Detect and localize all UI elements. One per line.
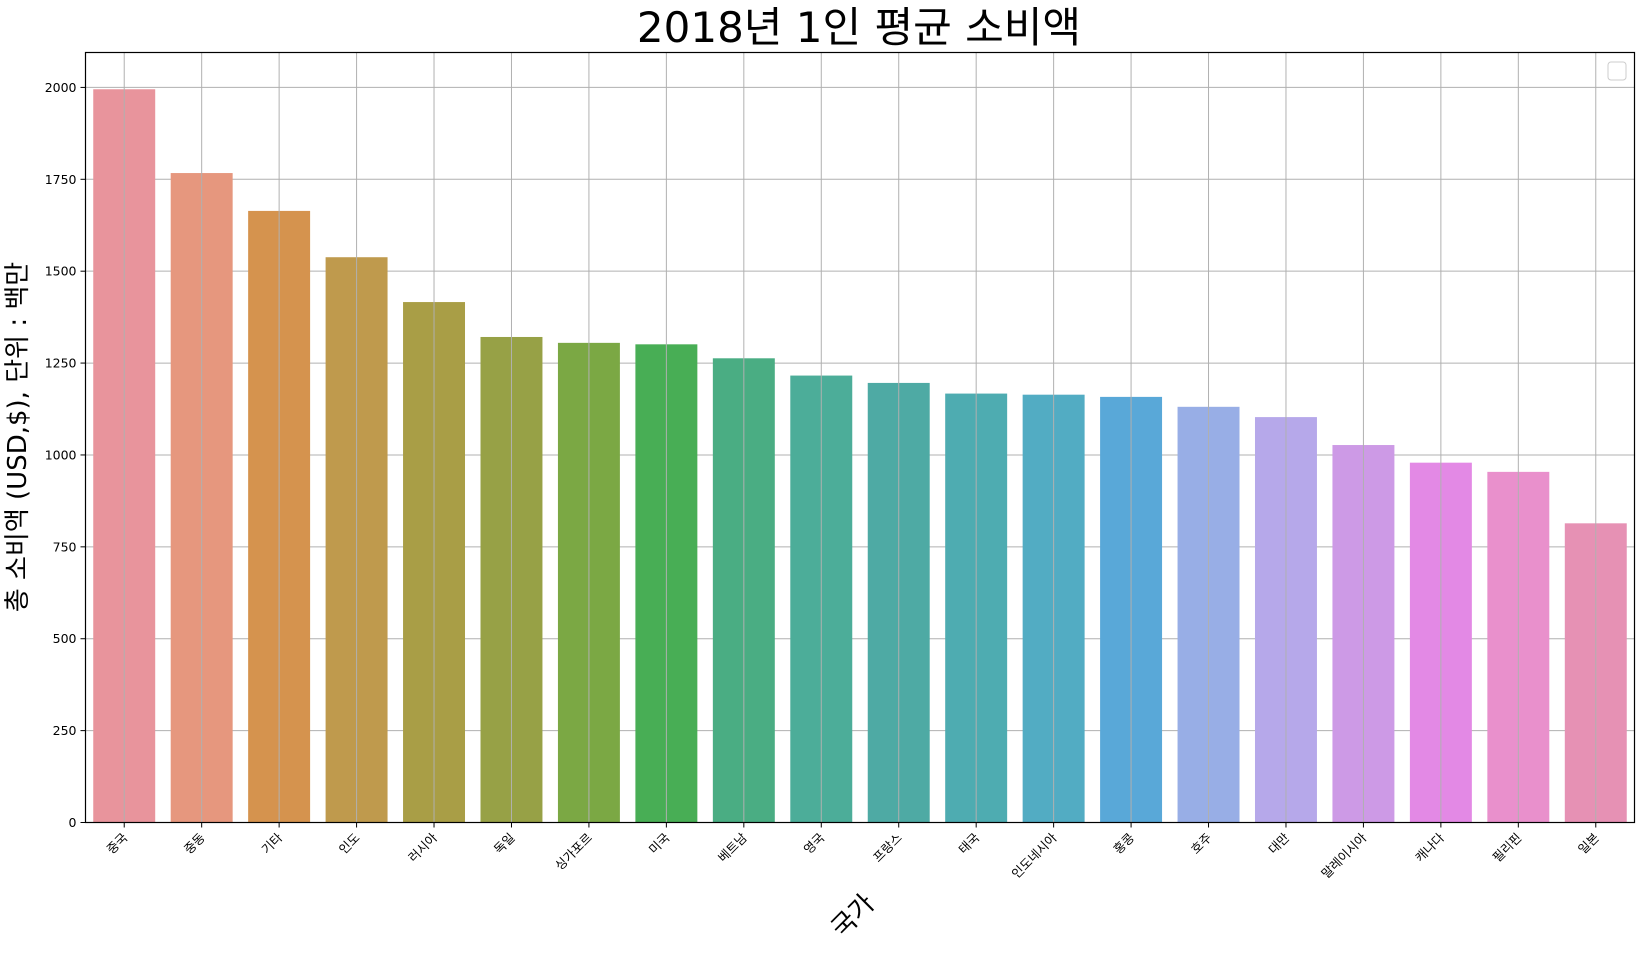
y-tick-label: 750: [53, 539, 77, 554]
y-tick-label: 2000: [45, 80, 77, 95]
x-tick-label: 캐나다: [1412, 830, 1447, 865]
plot-frame: [84, 51, 1636, 824]
x-tick-label: 기타: [258, 830, 285, 857]
x-tick-label: 인도네시아: [1008, 830, 1060, 882]
y-tick-label: 250: [53, 723, 77, 738]
x-tick-label: 중동: [181, 830, 208, 857]
x-tick-label: 싱가포르: [552, 830, 595, 873]
x-tick-label: 영국: [801, 830, 828, 857]
x-tick-label: 일본: [1575, 830, 1602, 857]
x-tick-label: 미국: [646, 830, 673, 857]
x-tick-label: 호주: [1188, 830, 1215, 857]
bars-layer: [93, 89, 1627, 823]
y-tick-label: 1750: [45, 172, 77, 187]
legend-box: [1607, 61, 1627, 81]
x-tick-label: 말레이시아: [1318, 830, 1370, 882]
chart-title: 2018년 1인 평균 소비액: [637, 3, 1081, 52]
y-tick-label: 1500: [45, 264, 77, 279]
y-axis: 0 250 500 750 1000 1250 1500 1750 2000: [45, 80, 86, 830]
y-axis-label: 총 소비액 (USD,$), 단위 : 백만: [3, 262, 33, 612]
x-axis: 중국 중동 기타 인도 러시아 독일 싱가포르 미국 베트남 영국 프랑스 태국 인도네시아 홍콩 호주 대만…: [103, 822, 1602, 882]
grid-over-layer: [123, 52, 1597, 823]
x-tick-label: 독일: [491, 830, 518, 857]
x-tick-label: 대만: [1265, 830, 1292, 857]
y-tick-label: 500: [53, 631, 77, 646]
y-tick-label: 0: [69, 815, 77, 830]
x-tick-label: 중국: [103, 830, 130, 857]
x-tick-label: 홍콩: [1110, 830, 1137, 857]
grid-layer: [85, 86, 1635, 823]
x-axis-label: 국가: [826, 889, 881, 944]
x-tick-label: 태국: [955, 830, 982, 857]
x-tick-label: 프랑스: [870, 830, 905, 865]
x-tick-label: 베트남: [715, 830, 750, 865]
y-tick-label: 1000: [45, 447, 77, 462]
x-tick-label: 러시아: [405, 830, 440, 865]
x-tick-label: 필리핀: [1489, 830, 1524, 865]
x-tick-label: 인도: [336, 830, 363, 857]
y-tick-label: 1250: [45, 356, 77, 371]
